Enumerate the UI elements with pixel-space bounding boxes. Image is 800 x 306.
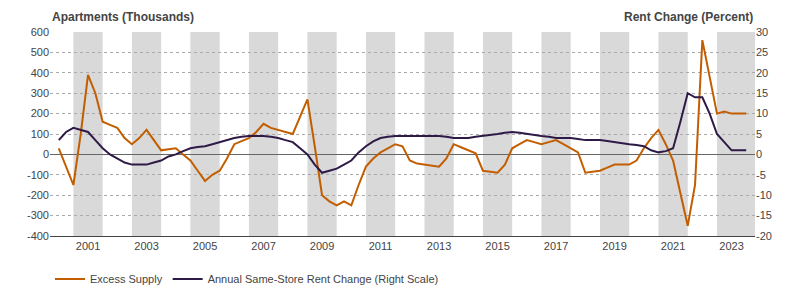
svg-text:300: 300 (31, 87, 49, 99)
svg-text:2013: 2013 (427, 240, 451, 252)
svg-text:-5: -5 (756, 169, 766, 181)
svg-text:2005: 2005 (193, 240, 217, 252)
svg-text:Rent Change (Percent): Rent Change (Percent) (624, 10, 753, 24)
svg-text:2015: 2015 (485, 240, 509, 252)
svg-text:-200: -200 (27, 189, 49, 201)
svg-text:2001: 2001 (76, 240, 100, 252)
svg-text:20: 20 (756, 67, 768, 79)
svg-text:2021: 2021 (661, 240, 685, 252)
svg-text:Annual Same-Store Rent Change: Annual Same-Store Rent Change (Right Sca… (208, 273, 439, 285)
svg-text:-400: -400 (27, 230, 49, 242)
svg-text:-15: -15 (756, 209, 772, 221)
svg-text:2017: 2017 (544, 240, 568, 252)
svg-text:0: 0 (43, 148, 49, 160)
svg-text:-10: -10 (756, 189, 772, 201)
svg-text:5: 5 (756, 128, 762, 140)
svg-text:15: 15 (756, 87, 768, 99)
svg-text:600: 600 (31, 26, 49, 38)
svg-text:400: 400 (31, 67, 49, 79)
svg-text:30: 30 (756, 26, 768, 38)
svg-text:-300: -300 (27, 209, 49, 221)
svg-text:2009: 2009 (310, 240, 334, 252)
svg-text:2011: 2011 (369, 240, 393, 252)
svg-text:-100: -100 (27, 169, 49, 181)
svg-text:2023: 2023 (719, 240, 743, 252)
svg-text:500: 500 (31, 46, 49, 58)
svg-text:100: 100 (31, 128, 49, 140)
svg-text:200: 200 (31, 107, 49, 119)
svg-text:-20: -20 (756, 230, 772, 242)
svg-text:Apartments (Thousands): Apartments (Thousands) (52, 10, 194, 24)
svg-text:10: 10 (756, 107, 768, 119)
svg-text:25: 25 (756, 46, 768, 58)
svg-text:2019: 2019 (602, 240, 626, 252)
svg-text:Excess Supply: Excess Supply (90, 273, 163, 285)
svg-text:2003: 2003 (134, 240, 158, 252)
svg-text:2007: 2007 (251, 240, 275, 252)
svg-text:0: 0 (756, 148, 762, 160)
